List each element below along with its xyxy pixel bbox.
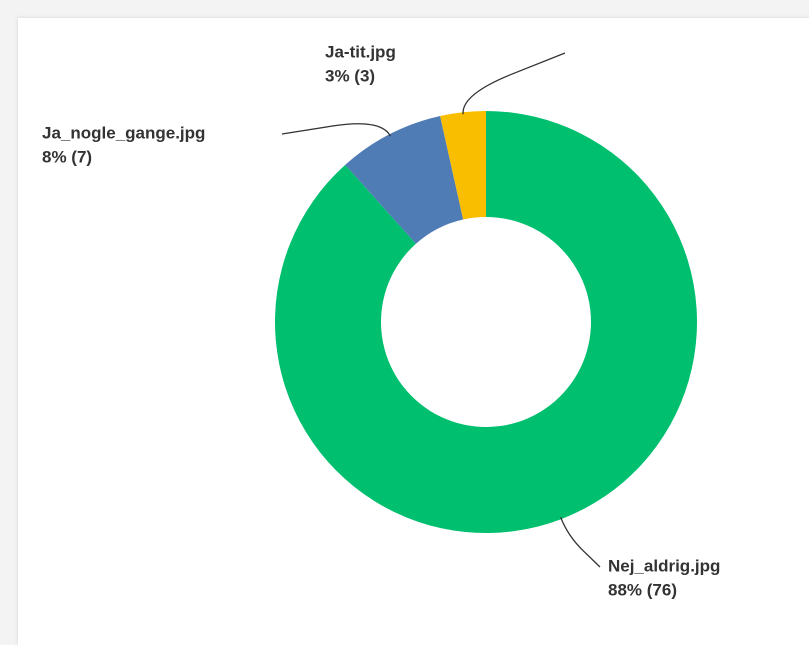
value-label: 8% (7): [42, 147, 92, 166]
slice-label: Ja-tit.jpg: [325, 42, 396, 61]
slice-label: Nej_aldrig.jpg: [608, 556, 720, 575]
leader-line: [281, 123, 392, 137]
slice-label: Ja_nogle_gange.jpg: [42, 123, 205, 142]
leader-line: [462, 52, 566, 115]
slice: [440, 111, 486, 220]
value-label: 88% (76): [608, 580, 677, 599]
leader-line: [560, 516, 601, 568]
slice: [345, 116, 464, 244]
slice: [275, 111, 697, 533]
value-label: 3% (3): [325, 66, 375, 85]
